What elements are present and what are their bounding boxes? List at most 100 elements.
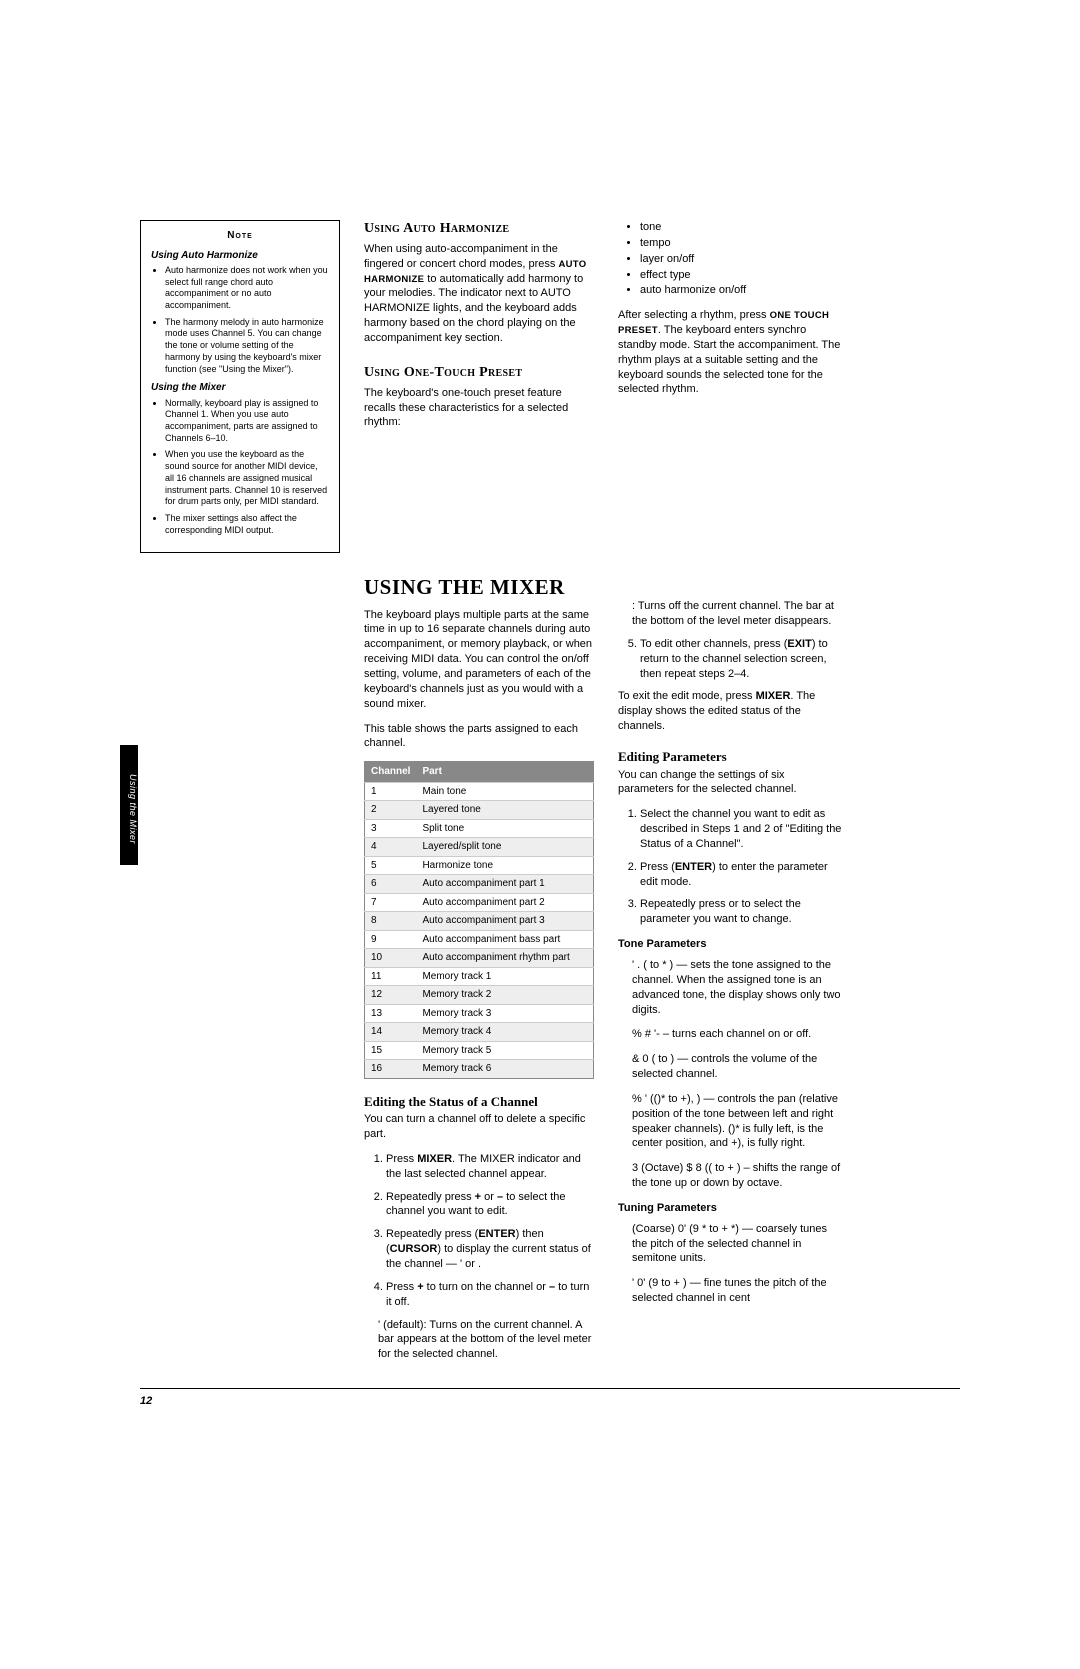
paragraph: To exit the edit mode, press MIXER. The … [618,689,843,734]
note-item: The mixer settings also affect the corre… [165,513,329,536]
table-row: 7Auto accompaniment part 2 [365,893,594,912]
table-row: 4Layered/split tone [365,838,594,857]
table-cell: Auto accompaniment rhythm part [416,949,593,968]
table-cell: 13 [365,1004,417,1023]
table-row: 10Auto accompaniment rhythm part [365,949,594,968]
table-cell: 10 [365,949,417,968]
note-title: Note [151,229,329,243]
channel-table: Channel Part 1Main tone2Layered tone3Spl… [364,761,594,1079]
table-header: Channel [365,762,417,783]
table-row: 8Auto accompaniment part 3 [365,912,594,931]
table-cell: 11 [365,967,417,986]
list-item: layer on/off [640,252,843,267]
table-header: Part [416,762,593,783]
step-item: Press (ENTER) to enter the parameter edi… [640,860,843,890]
table-cell: 1 [365,782,417,801]
list-item: auto harmonize on/off [640,283,843,298]
table-cell: 8 [365,912,417,931]
paragraph: You can change the settings of six param… [618,768,843,798]
table-cell: 12 [365,986,417,1005]
table-cell: Layered tone [416,801,593,820]
note-item: When you use the keyboard as the sound s… [165,449,329,507]
param-line: % # '- – turns each channel on or off. [632,1027,843,1042]
param-line: % ' (()* to +), ) — controls the pan (re… [632,1092,843,1151]
note-item: Normally, keyboard play is assigned to C… [165,398,329,445]
param-line: ' 0' (9 to + ) — fine tunes the pitch of… [632,1276,843,1306]
step-item: Press + to turn on the channel or – to t… [386,1280,594,1310]
table-row: 12Memory track 2 [365,986,594,1005]
step-item: Select the channel you want to edit as d… [640,807,843,852]
paragraph: After selecting a rhythm, press ONE TOUC… [618,308,843,397]
tuning-params-heading: Tuning Parameters [618,1201,843,1216]
side-tab: Using the Mixer [120,745,138,865]
status-steps: Press MIXER. The MIXER indicator and the… [364,1152,594,1310]
mixer-col-left: USING THE MIXER The keyboard plays multi… [364,553,594,1370]
step-item: Repeatedly press (ENTER) then (CURSOR) t… [386,1227,594,1272]
table-cell: 4 [365,838,417,857]
indent-off: : Turns off the current channel. The bar… [632,591,843,629]
table-cell: 16 [365,1060,417,1079]
table-cell: 14 [365,1023,417,1042]
step-item: Press MIXER. The MIXER indicator and the… [386,1152,594,1182]
table-cell: Memory track 6 [416,1060,593,1079]
param-line: (Coarse) 0' (9 * to + *) — coarsely tune… [632,1222,843,1267]
footer-rule [140,1388,960,1389]
note-list-2: Normally, keyboard play is assigned to C… [151,398,329,537]
indent-default-on: ' (default): Turns on the current channe… [378,1318,594,1363]
page-number: 12 [140,1395,960,1407]
table-cell: Auto accompaniment part 1 [416,875,593,894]
note-item: The harmony melody in auto harmonize mod… [165,317,329,375]
list-item: effect type [640,268,843,283]
table-row: 1Main tone [365,782,594,801]
paragraph: The keyboard's one-touch preset feature … [364,386,594,431]
heading-editing-status: Editing the Status of a Channel [364,1093,594,1111]
table-row: 14Memory track 4 [365,1023,594,1042]
table-row: 2Layered tone [365,801,594,820]
list-item: tone [640,220,843,235]
table-cell: 6 [365,875,417,894]
table-row: 5Harmonize tone [365,856,594,875]
table-cell: 3 [365,819,417,838]
table-row: 11Memory track 1 [365,967,594,986]
table-cell: Split tone [416,819,593,838]
column-left: Note Using Auto Harmonize Auto harmonize… [140,220,340,553]
paragraph: When using auto-accompaniment in the fin… [364,242,594,346]
note-item: Auto harmonize does not work when you se… [165,265,329,312]
note-box: Note Using Auto Harmonize Auto harmonize… [140,220,340,553]
mixer-section-wrap: USING THE MIXER The keyboard plays multi… [364,553,843,1370]
table-row: 6Auto accompaniment part 1 [365,875,594,894]
note-sub-1: Using Auto Harmonize [151,249,329,263]
table-cell: Memory track 5 [416,1041,593,1060]
table-cell: 15 [365,1041,417,1060]
table-cell: Memory track 4 [416,1023,593,1042]
table-cell: Auto accompaniment bass part [416,930,593,949]
table-row: 9Auto accompaniment bass part [365,930,594,949]
param-line: ' . ( to * ) — sets the tone assigned to… [632,958,843,1017]
tone-params-heading: Tone Parameters [618,937,843,952]
status-steps-cont: To edit other channels, press (EXIT) to … [618,637,843,682]
mixer-col-right: : Turns off the current channel. The bar… [618,553,843,1370]
heading-editing-params: Editing Parameters [618,748,843,766]
step-item: Repeatedly press or to select the parame… [640,897,843,927]
param-line: 3 (Octave) $ 8 (( to + ) – shifts the ra… [632,1161,843,1191]
paragraph: The keyboard plays multiple parts at the… [364,608,594,712]
table-row: 15Memory track 5 [365,1041,594,1060]
table-cell: 9 [365,930,417,949]
table-cell: Auto accompaniment part 3 [416,912,593,931]
step-item: Repeatedly press + or – to select the ch… [386,1190,594,1220]
table-cell: Harmonize tone [416,856,593,875]
table-row: 16Memory track 6 [365,1060,594,1079]
table-row: 3Split tone [365,819,594,838]
table-cell: Main tone [416,782,593,801]
table-cell: 7 [365,893,417,912]
table-row: 13Memory track 3 [365,1004,594,1023]
table-cell: Memory track 2 [416,986,593,1005]
table-cell: Auto accompaniment part 2 [416,893,593,912]
table-cell: Layered/split tone [416,838,593,857]
column-middle: Using Auto Harmonize When using auto-acc… [364,220,594,553]
table-cell: 5 [365,856,417,875]
param-steps: Select the channel you want to edit as d… [618,807,843,927]
heading-using-mixer: USING THE MIXER [364,573,594,601]
paragraph: This table shows the parts assigned to e… [364,722,594,752]
heading-auto-harmonize: Using Auto Harmonize [364,220,594,239]
